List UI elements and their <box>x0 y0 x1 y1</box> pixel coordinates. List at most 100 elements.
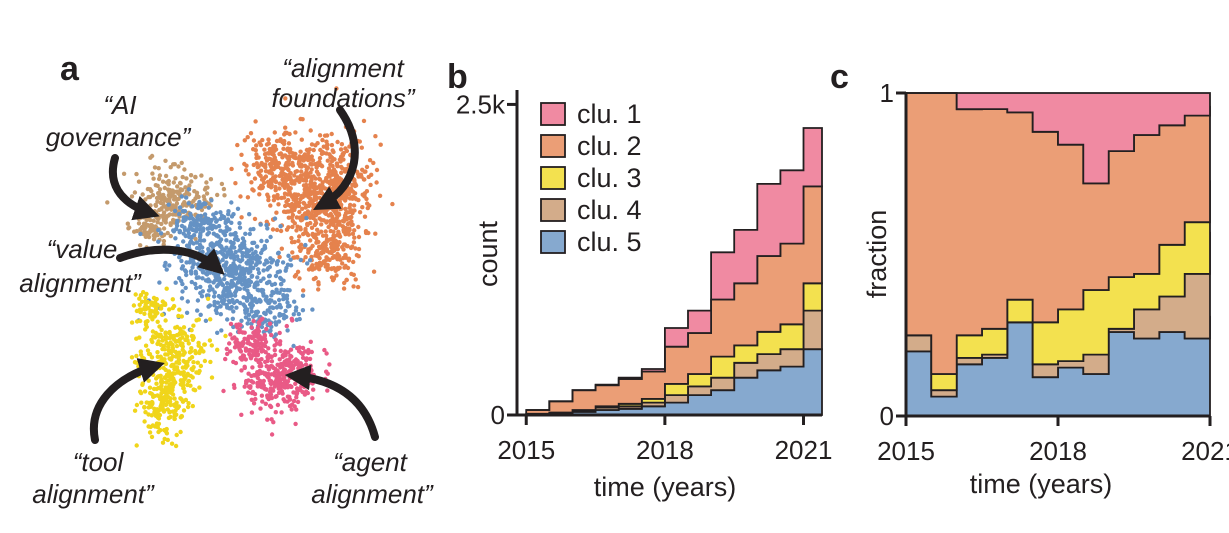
scatter-point <box>263 387 269 392</box>
scatter-point <box>322 347 327 353</box>
scatter-point <box>301 231 306 237</box>
scatter-point <box>275 192 280 198</box>
scatter-point <box>172 189 177 194</box>
scatter-point <box>279 195 284 201</box>
scatter-point <box>349 271 354 277</box>
scatter-point <box>246 253 251 259</box>
scatter-point <box>313 143 318 148</box>
scatter-point <box>236 343 241 349</box>
scatter-point <box>221 229 226 234</box>
scatter-point <box>275 402 281 408</box>
scatter-point <box>140 382 145 387</box>
scatter-point <box>359 145 364 150</box>
scatter-point <box>249 180 254 185</box>
scatter-point <box>309 167 314 172</box>
arrow-foundations-icon <box>313 106 359 210</box>
scatter-point <box>331 172 337 177</box>
scatter-point <box>334 178 339 183</box>
scatter-point <box>258 406 263 411</box>
scatter-point <box>158 394 164 400</box>
scatter-point <box>373 134 378 139</box>
scatter-point <box>228 293 234 298</box>
scatter-point <box>295 224 300 229</box>
scatter-point <box>153 307 159 312</box>
scatter-point <box>224 281 230 286</box>
scatter-point <box>333 225 339 231</box>
scatter-point <box>266 279 272 285</box>
label-tool: “tool alignment” <box>32 447 155 509</box>
scatter-point <box>289 407 294 412</box>
scatter-point <box>168 221 173 226</box>
scatter-point <box>150 171 155 176</box>
scatter-point <box>314 165 319 170</box>
scatter-point <box>156 239 161 244</box>
scatter-point <box>265 358 270 364</box>
scatter-point <box>182 167 187 172</box>
scatter-point <box>233 249 238 255</box>
scatter-point <box>166 202 171 207</box>
scatter-point <box>155 354 160 359</box>
scatter-point <box>180 399 186 404</box>
scatter-point <box>145 222 150 228</box>
scatter-point <box>125 221 130 226</box>
scatter-point <box>243 168 249 173</box>
scatter-point <box>161 218 167 223</box>
scatter-point <box>200 276 205 281</box>
scatter-point <box>126 226 131 231</box>
scatter-point <box>187 350 193 355</box>
scatter-point <box>298 149 303 154</box>
scatter-point <box>283 96 288 101</box>
scatter-point <box>334 246 339 251</box>
scatter-point <box>361 118 367 124</box>
scatter-point <box>295 399 301 405</box>
scatter-point <box>351 259 356 265</box>
scatter-point <box>245 297 250 302</box>
scatter-point <box>300 363 305 368</box>
scatter-point <box>158 306 164 311</box>
scatter-point <box>179 314 184 319</box>
scatter-point <box>304 182 309 188</box>
scatter-point <box>319 222 324 227</box>
scatter-point <box>224 238 229 243</box>
scatter-point <box>242 138 247 143</box>
c-ticks: 2015 2018 2021 0 1 <box>877 78 1229 466</box>
scatter-point <box>345 228 350 233</box>
scatter-point <box>317 159 322 165</box>
scatter-point <box>314 261 319 267</box>
scatter-point <box>145 348 151 353</box>
scatter-point <box>334 86 339 91</box>
scatter-point <box>260 348 265 353</box>
scatter-point <box>168 233 173 239</box>
scatter-point <box>300 293 306 298</box>
scatter-point <box>263 401 268 406</box>
scatter-point <box>192 388 198 393</box>
scatter-point <box>292 173 297 178</box>
scatter-point <box>246 312 252 317</box>
scatter-point <box>221 186 227 192</box>
scatter-point <box>292 274 298 279</box>
scatter-point <box>174 432 179 438</box>
scatter-point <box>303 255 308 260</box>
scatter-point <box>233 360 239 366</box>
scatter-point <box>289 235 294 241</box>
scatter-point <box>309 156 314 162</box>
scatter-point <box>282 352 288 358</box>
scatter-point <box>157 280 162 285</box>
legend-swatch <box>540 134 566 158</box>
scatter-point <box>171 229 177 234</box>
scatter-point <box>173 325 178 330</box>
scatter-point <box>284 362 289 368</box>
scatter-point <box>198 284 203 290</box>
scatter-point <box>180 281 185 287</box>
scatter-point <box>159 221 164 227</box>
scatter-point <box>340 218 345 224</box>
scatter-point <box>232 293 238 298</box>
scatter-point <box>248 131 254 136</box>
scatter-point <box>341 286 347 291</box>
scatter-point <box>254 299 259 305</box>
scatter-point <box>193 236 198 242</box>
scatter-point <box>232 345 238 350</box>
scatter-point <box>203 201 208 206</box>
scatter-point <box>342 242 348 247</box>
scatter-point <box>317 255 322 261</box>
